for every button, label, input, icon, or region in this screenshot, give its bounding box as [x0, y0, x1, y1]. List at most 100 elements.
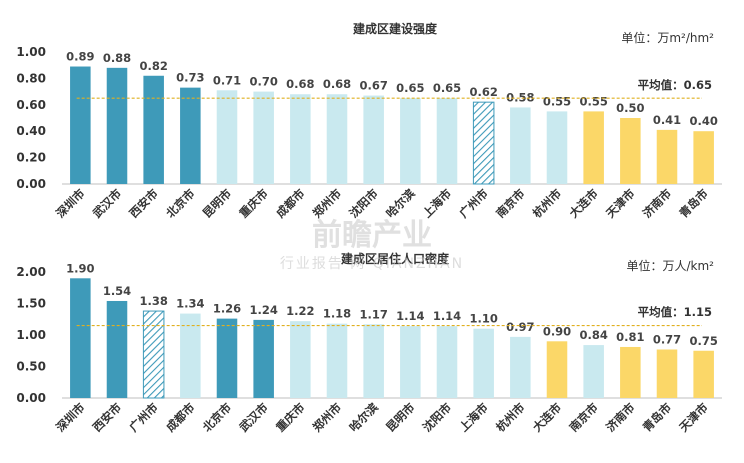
x-tick-label: 重庆市 — [273, 400, 308, 435]
x-tick-label: 武汉市 — [90, 186, 125, 221]
bar — [546, 341, 568, 398]
bar — [326, 323, 348, 398]
data-label: 0.62 — [469, 85, 497, 99]
data-label: 0.97 — [506, 320, 534, 334]
y-tick-label: 0.40 — [16, 124, 46, 138]
data-label: 1.17 — [359, 307, 387, 321]
bar — [620, 118, 641, 184]
data-label: 0.40 — [689, 114, 717, 128]
bar — [546, 111, 568, 184]
bar — [656, 349, 678, 398]
data-label: 1.18 — [323, 307, 351, 321]
data-label: 0.75 — [689, 334, 717, 348]
chart-2-x-axis: 深圳市 西安市 广州市 成都市 北京市 武汉市 重庆市 郑州市 哈尔滨 昆明市 沈阳市 上海市 杭州市大… — [53, 400, 711, 435]
x-tick-label: 杭州市 — [530, 186, 565, 221]
bar — [656, 129, 678, 184]
x-tick-label: 天津市 — [603, 186, 638, 221]
x-tick-label: 济南市 — [603, 400, 638, 435]
bar — [363, 324, 384, 398]
chart-2-data-labels: 1.90 1.54 1.38 1.34 1.26 1.24 1.22 1.18 1.17 1.14… — [66, 261, 718, 347]
x-tick-label: 上海市 — [456, 400, 491, 435]
watermark-logo-text: 前瞻产业 — [312, 218, 432, 253]
x-tick-label: 郑州市 — [310, 186, 345, 221]
data-label: 1.22 — [286, 304, 314, 318]
bar — [510, 107, 531, 184]
y-tick-label: 0.00 — [16, 391, 46, 405]
data-label: 0.89 — [66, 50, 94, 64]
bar — [253, 91, 274, 184]
x-tick-label: 北京市 — [163, 186, 198, 221]
y-tick-label: 0.80 — [16, 71, 46, 85]
bar — [70, 278, 91, 398]
x-tick-label: 天津市 — [676, 400, 711, 435]
bar — [106, 300, 128, 398]
data-label: 0.68 — [323, 77, 351, 91]
bar — [363, 95, 384, 184]
x-tick-label: 西安市 — [90, 400, 125, 435]
chart-2: 建成区居住人口密度 单位：万人/km² 0.00 0.50 1.00 1.50 2.00… — [16, 251, 722, 435]
data-label: 0.55 — [543, 94, 571, 108]
x-tick-label: 广州市 — [456, 186, 491, 221]
data-label: 0.70 — [249, 75, 277, 89]
bar — [510, 336, 531, 398]
x-tick-label: 青岛市 — [676, 186, 711, 221]
bar — [436, 326, 458, 398]
data-label: 0.88 — [103, 51, 131, 65]
chart-1-average-label: 平均值：0.65 — [638, 78, 712, 92]
bar — [70, 66, 91, 184]
watermark-sub-text: 行业报告 网 QIANZHAN — [280, 256, 464, 272]
y-tick-label: 0.20 — [16, 151, 46, 165]
data-label: 0.68 — [286, 77, 314, 91]
data-label: 0.50 — [616, 101, 644, 115]
x-tick-label: 成都市 — [163, 400, 198, 435]
chart-1-bars — [70, 66, 714, 185]
data-label: 0.65 — [433, 81, 461, 95]
chart-1-unit: 单位：万m²/hm² — [621, 30, 714, 45]
data-label: 1.90 — [66, 261, 94, 275]
x-tick-label: 成都市 — [273, 186, 308, 221]
bar — [473, 328, 494, 398]
y-tick-label: 1.00 — [16, 45, 46, 59]
x-tick-label: 南京市 — [566, 400, 601, 435]
data-label: 0.82 — [139, 59, 167, 73]
bar — [326, 94, 348, 184]
bar — [693, 131, 714, 184]
data-label: 1.34 — [176, 297, 204, 311]
x-tick-label: 武汉市 — [236, 400, 271, 435]
bar — [290, 94, 311, 184]
bar — [436, 98, 458, 184]
data-label: 0.71 — [213, 73, 241, 87]
x-tick-label: 深圳市 — [53, 186, 88, 221]
data-label: 0.81 — [616, 330, 644, 344]
chart-1-title: 建成区建设强度 — [352, 21, 438, 36]
x-tick-label: 沈阳市 — [420, 400, 455, 435]
data-label: 0.73 — [176, 71, 204, 85]
x-tick-label: 哈尔滨 — [383, 186, 418, 221]
x-tick-label: 西安市 — [126, 186, 161, 221]
bar — [180, 87, 201, 184]
bar — [216, 90, 238, 184]
bar — [583, 345, 604, 398]
data-label: 1.54 — [103, 284, 131, 298]
data-label: 0.41 — [653, 113, 681, 127]
bar — [142, 310, 165, 399]
x-tick-label: 青岛市 — [640, 400, 675, 435]
chart-1-data-labels: 0.89 0.88 0.82 0.73 0.71 0.70 0.68 0.68 0.67 0.65… — [66, 50, 718, 129]
watermark: 前瞻产业 行业报告 网 QIANZHAN — [280, 218, 464, 272]
y-tick-label: 2.00 — [16, 265, 46, 279]
x-tick-label: 郑州市 — [310, 400, 345, 435]
bar — [620, 346, 641, 398]
chart-2-average-label: 平均值：1.15 — [638, 305, 712, 319]
bar — [216, 318, 238, 398]
x-tick-label: 杭州市 — [493, 400, 528, 435]
bar — [143, 75, 164, 184]
bar — [472, 101, 495, 185]
data-label: 0.67 — [359, 79, 387, 93]
x-tick-label: 南京市 — [493, 186, 528, 221]
x-tick-label: 昆明市 — [383, 400, 418, 435]
bar — [253, 319, 274, 398]
chart-2-title: 建成区居住人口密度 — [340, 251, 450, 266]
y-tick-label: 1.50 — [16, 297, 46, 311]
x-tick-label: 哈尔滨 — [346, 400, 381, 435]
